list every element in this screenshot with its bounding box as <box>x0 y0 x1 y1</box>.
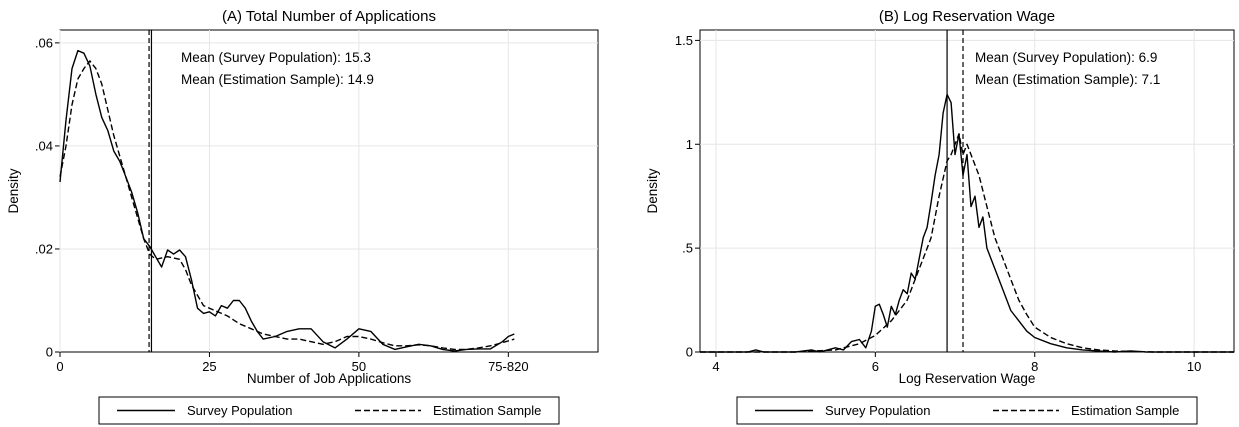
x-tick-label: 6 <box>872 359 879 374</box>
legend-box <box>736 396 1198 425</box>
x-tick-label: 4 <box>712 359 719 374</box>
chart-title: (B) Log Reservation Wage <box>879 8 1055 25</box>
y-tick-label: 0 <box>686 345 693 360</box>
x-axis-label: Number of Job Applications <box>247 371 412 386</box>
y-tick-label: .5 <box>682 241 693 256</box>
series-line-estimation-sample <box>59 60 515 351</box>
y-tick-label: 0 <box>46 345 53 360</box>
mean-annotation: Mean (Survey Population): 6.9 <box>975 50 1157 65</box>
series-line-estimation-sample <box>700 133 1234 353</box>
y-axis-label: Density <box>645 168 660 213</box>
x-tick-label: 10 <box>1187 359 1201 374</box>
legend-label-survey-population: Survey Population <box>187 403 293 418</box>
x-tick-label: 8 <box>1031 359 1038 374</box>
mean-annotation: Mean (Survey Population): 15.3 <box>181 50 371 65</box>
y-tick-label: .04 <box>35 138 53 153</box>
plot-area <box>699 29 1235 353</box>
x-tick-label: 50 <box>352 359 366 374</box>
chart-panel-0: (A) Total Number of Applications 0 .02 .04.… <box>6 8 599 425</box>
mean-annotation: Mean (Estimation Sample): 14.9 <box>181 72 374 87</box>
y-tick-label: 1 <box>686 137 693 152</box>
y-tick-label: .02 <box>35 241 53 256</box>
chart-title: (A) Total Number of Applications <box>222 8 436 25</box>
x-tick-label: 75-820 <box>488 359 528 374</box>
legend-label-survey-population: Survey Population <box>825 403 931 418</box>
x-tick-label: 25 <box>202 359 216 374</box>
y-tick-label: .06 <box>35 35 53 50</box>
chart-panel-1: (B) Log Reservation Wage 0 .5 1 1.5 4 6 8 10 Log … <box>645 8 1235 425</box>
x-axis-label: Log Reservation Wage <box>899 371 1036 386</box>
y-axis-label: Density <box>6 168 21 213</box>
x-tick-label: 0 <box>56 359 63 374</box>
series-line-survey-population <box>700 93 1234 353</box>
legend-box <box>98 396 560 425</box>
y-tick-label: 1.5 <box>675 33 693 48</box>
mean-annotation: Mean (Estimation Sample): 7.1 <box>975 72 1160 87</box>
legend-label-estimation-sample: Estimation Sample <box>1071 403 1179 418</box>
legend-label-estimation-sample: Estimation Sample <box>433 403 541 418</box>
